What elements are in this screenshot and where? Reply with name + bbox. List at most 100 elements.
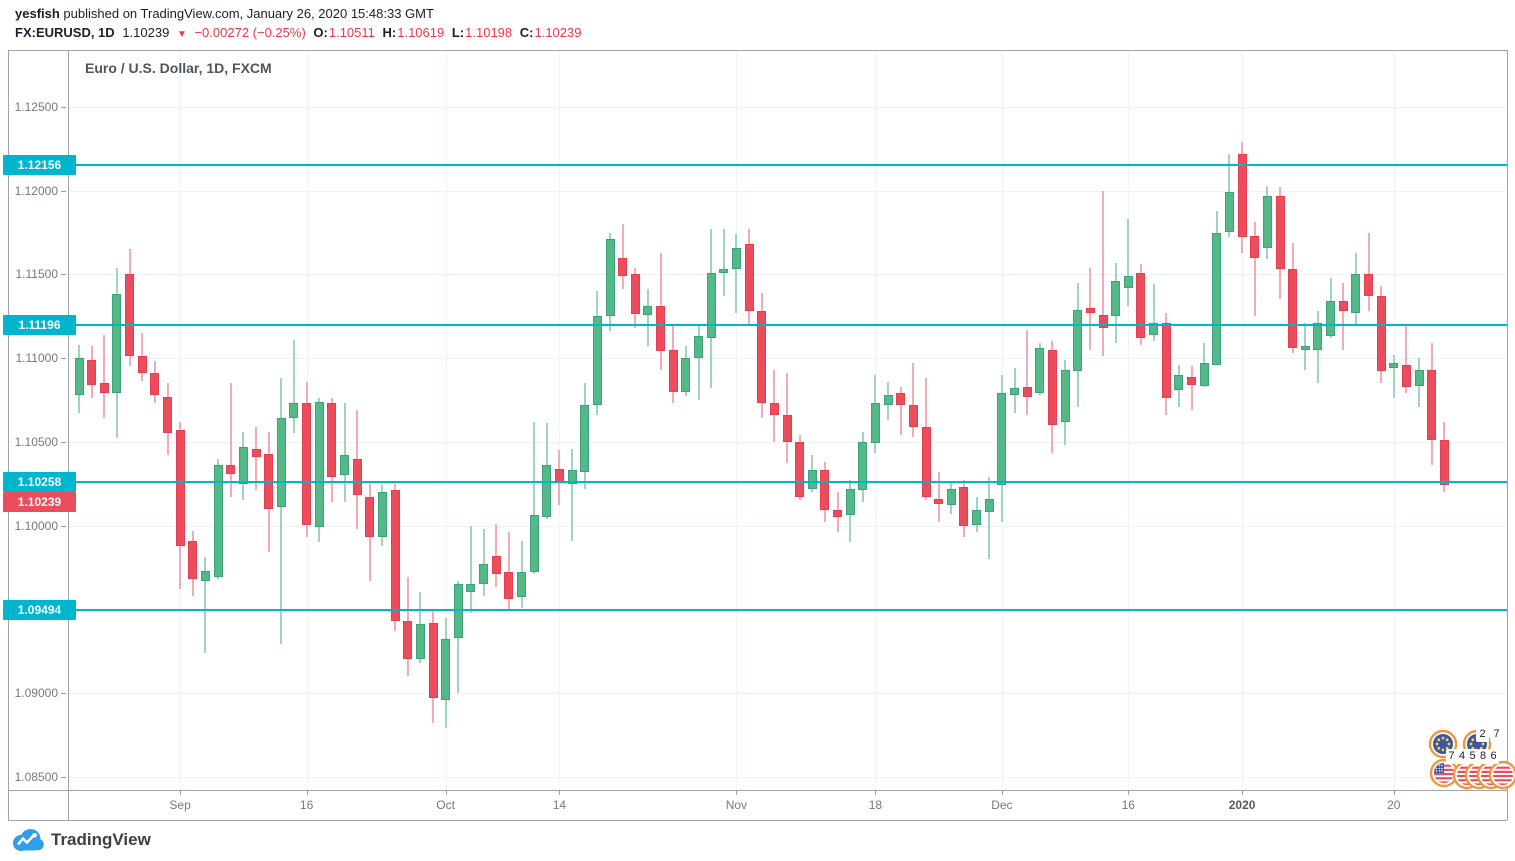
time-tick-mark (559, 790, 561, 795)
time-tick-label: Nov (725, 798, 748, 812)
candle-up (946, 488, 956, 506)
candle-down (87, 359, 97, 385)
candle-down (1427, 369, 1437, 441)
candle-down (264, 453, 274, 509)
candle-down (959, 487, 969, 526)
candle-down (365, 497, 375, 538)
candle-up (592, 316, 602, 405)
event-count-badge: 6 (1488, 749, 1499, 764)
candle-down (352, 458, 362, 496)
price-tick-mark (61, 106, 66, 108)
alert-line (68, 609, 1507, 612)
candle-up (807, 470, 817, 489)
candle-down (744, 244, 754, 312)
price-tick-label: 1.12500 (14, 99, 58, 114)
candle-down (150, 373, 160, 395)
candle-down (1275, 195, 1285, 270)
candle-down (1288, 269, 1298, 348)
candle-down (125, 274, 135, 357)
candle-down (1022, 386, 1032, 397)
candle-up (997, 393, 1007, 486)
candle-wick-up (469, 525, 472, 613)
candle-down (1338, 301, 1348, 312)
candle-up (972, 510, 982, 526)
candle-down (1098, 314, 1108, 328)
candle-wick-down (1026, 329, 1029, 415)
candle-up (1149, 322, 1159, 335)
publish-info: yesfish published on TradingView.com, Ja… (15, 6, 434, 21)
candle-up (200, 570, 210, 581)
candle-wick-down (1102, 190, 1104, 357)
candle-wick-down (1253, 222, 1256, 317)
candle-up (1389, 363, 1399, 369)
candle-down (1047, 349, 1057, 425)
candle-wick-down (229, 383, 232, 497)
candle-up (1111, 281, 1121, 317)
candle-up (441, 639, 451, 700)
candle-up (706, 272, 716, 338)
candle-wick-down (912, 363, 915, 437)
frame-right (1507, 50, 1508, 820)
candle-down (302, 403, 312, 526)
time-tick-mark (1128, 790, 1130, 795)
v-gridline (445, 50, 447, 790)
event-count-badge: 7 (1490, 727, 1503, 742)
candle-down (1085, 307, 1095, 313)
price-tick-label: 1.11000 (15, 351, 59, 366)
time-tick-label: 14 (552, 798, 567, 812)
open-label: O: (313, 25, 328, 40)
candle-up (681, 358, 691, 392)
alert-price-badge: 1.11196 (3, 315, 76, 336)
candle-up (238, 446, 248, 484)
candle-wick-up (571, 448, 573, 541)
low-label: L: (451, 25, 465, 40)
candle-down (757, 311, 767, 404)
time-tick-mark (875, 790, 877, 795)
candle-up (213, 465, 223, 578)
candle-down (226, 465, 236, 474)
alert-line (68, 324, 1507, 327)
candle-down (327, 403, 337, 477)
candle-down (618, 257, 628, 276)
candle-down (1187, 376, 1196, 385)
tradingview-logo[interactable]: TradingView (12, 826, 151, 854)
candle-up (1010, 388, 1019, 395)
time-tick-label: Oct (436, 798, 455, 812)
frame-left (8, 50, 9, 820)
candle-down (630, 274, 640, 315)
alert-line (68, 163, 1507, 166)
candle-up (314, 401, 324, 528)
candle-up (1123, 276, 1133, 288)
v-gridline (180, 50, 182, 790)
candle-up (517, 572, 526, 598)
candle-up (377, 492, 387, 538)
candle-down (908, 404, 918, 427)
event-count-badge: 5 (1467, 749, 1478, 764)
candle-up (870, 403, 880, 444)
alert-line (68, 481, 1507, 484)
candle-wick-up (343, 403, 346, 503)
candle-wick-up (533, 421, 536, 575)
candle-wick-up (646, 289, 649, 347)
candle-down (1401, 364, 1411, 387)
candle-up (1035, 348, 1045, 394)
candle-wick-up (1152, 284, 1155, 342)
price-tick-mark (61, 190, 66, 192)
tradingview-cloud-icon (13, 829, 44, 851)
alert-price-badge: 1.12156 (3, 154, 76, 175)
candle-down (251, 448, 261, 457)
h-gridline (68, 692, 1507, 694)
alert-price-badge: 1.10258 (3, 472, 76, 493)
close-value: 1.10239 (534, 25, 582, 40)
candle-up (74, 358, 84, 395)
candle-up (643, 306, 653, 315)
time-tick-label: Sep (169, 798, 191, 812)
time-tick-mark (736, 790, 738, 795)
price-tick-label: 1.10000 (14, 518, 58, 533)
symbol-label: FX:EURUSD, 1D (15, 25, 115, 40)
candle-wick-down (1367, 232, 1370, 312)
candle-wick-up (722, 229, 725, 297)
time-tick-label: Dec (991, 798, 1013, 812)
time-tick-label: 18 (868, 798, 883, 812)
